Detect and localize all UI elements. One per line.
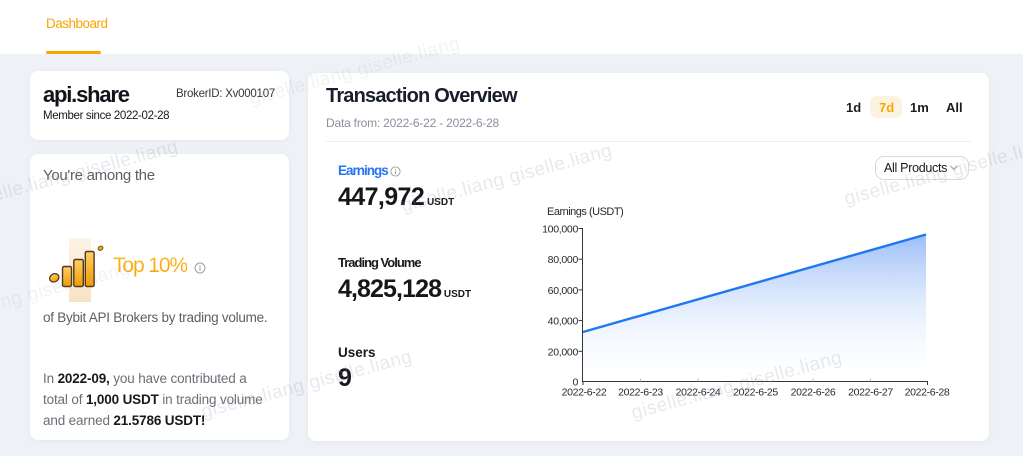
svg-text:100,000: 100,000: [542, 224, 578, 236]
svg-text:2022-6-23: 2022-6-23: [618, 387, 663, 399]
svg-text:2022-6-26: 2022-6-26: [791, 387, 836, 399]
svg-text:2022-6-27: 2022-6-27: [848, 387, 893, 399]
svg-text:2022-6-24: 2022-6-24: [676, 387, 721, 399]
svg-text:80,000: 80,000: [548, 254, 579, 266]
svg-text:2022-6-25: 2022-6-25: [733, 387, 778, 399]
svg-text:0: 0: [572, 377, 578, 389]
svg-text:2022-6-22: 2022-6-22: [562, 387, 607, 399]
svg-text:40,000: 40,000: [548, 316, 579, 328]
svg-text:Earnings (USDT): Earnings (USDT): [547, 206, 623, 218]
svg-text:2022-6-28: 2022-6-28: [905, 387, 950, 399]
svg-text:60,000: 60,000: [548, 285, 579, 297]
svg-text:20,000: 20,000: [548, 346, 579, 358]
